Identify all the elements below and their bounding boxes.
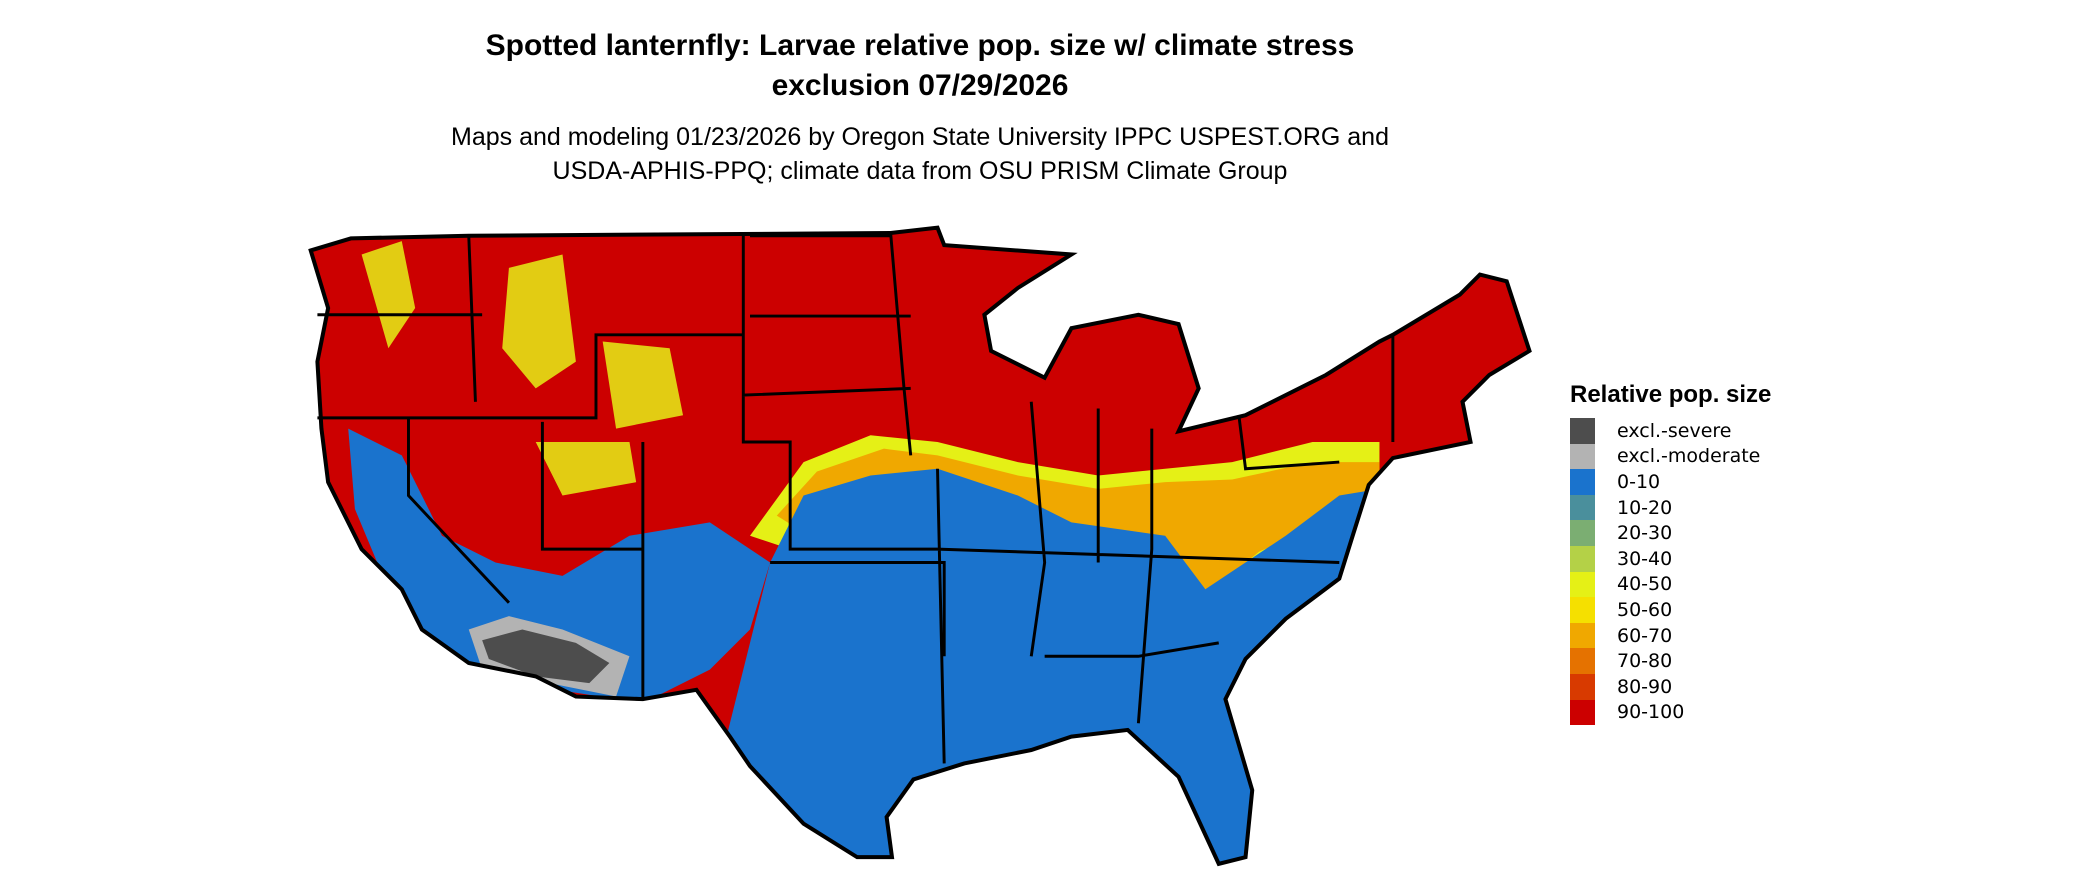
legend-swatch [1570,494,1595,521]
title-line-1: Spotted lanternfly: Larvae relative pop.… [485,29,1355,62]
legend-item: 40-50 [1570,571,1771,598]
legend-swatch [1570,520,1595,546]
legend-label: 60-70 [1617,624,1673,647]
legend-item: 70-80 [1570,648,1771,674]
legend-item: 30-40 [1570,545,1771,572]
map-title: Spotted lanternfly: Larvae relative pop.… [0,26,1840,106]
legend-item: excl.-severe [1570,418,1771,444]
legend-item: 60-70 [1570,622,1771,649]
legend-label: 40-50 [1617,573,1673,596]
legend-title: Relative pop. size [1570,381,1772,408]
map-subtitle: Maps and modeling 01/23/2026 by Oregon S… [0,120,1840,188]
legend-label: 20-30 [1617,522,1673,545]
legend-item: 80-90 [1570,673,1771,700]
state-borders [317,232,1395,764]
legend-item: 50-60 [1570,597,1771,623]
legend-label: 30-40 [1617,547,1673,570]
legend-item: 20-30 [1570,520,1771,546]
legend-label: excl.-moderate [1617,445,1761,468]
legend-label: excl.-severe [1617,419,1732,442]
region-mountain-patches [361,241,684,496]
region-low-west [348,428,771,704]
legend-swatch [1570,443,1595,470]
legend-swatch [1570,699,1595,726]
legend-item: 90-100 [1570,699,1771,726]
legend-item: 0-10 [1570,469,1771,495]
legend-label: 0-10 [1617,470,1661,493]
legend-label: 90-100 [1617,701,1685,724]
legend-swatch [1570,418,1595,444]
legend-label: 80-90 [1617,675,1673,698]
legend-swatch [1570,545,1595,572]
title-line-2: exclusion 07/29/2026 [771,69,1069,102]
legend-item: excl.-moderate [1570,443,1771,470]
legend-swatch [1570,673,1595,700]
legend-swatch [1570,622,1595,649]
legend-label: 10-20 [1617,496,1673,519]
legend-item: 10-20 [1570,494,1771,521]
legend-swatch [1570,597,1595,623]
legend-swatch [1570,648,1595,674]
legend-swatch [1570,571,1595,598]
legend: Relative pop. size excl.-severe excl.-mod… [1570,378,1772,726]
legend-swatch [1570,469,1595,495]
region-low-east [723,468,1393,864]
legend-items: excl.-severe excl.-moderate 0-10 10-20 20-30… [1570,418,1771,726]
subtitle-line-1: Maps and modeling 01/23/2026 by Oregon S… [451,123,1389,151]
subtitle-line-2: USDA-APHIS-PPQ; climate data from OSU PR… [552,157,1288,185]
legend-label: 70-80 [1617,650,1673,673]
legend-label: 50-60 [1617,598,1673,621]
region-excl-severe [482,629,610,684]
